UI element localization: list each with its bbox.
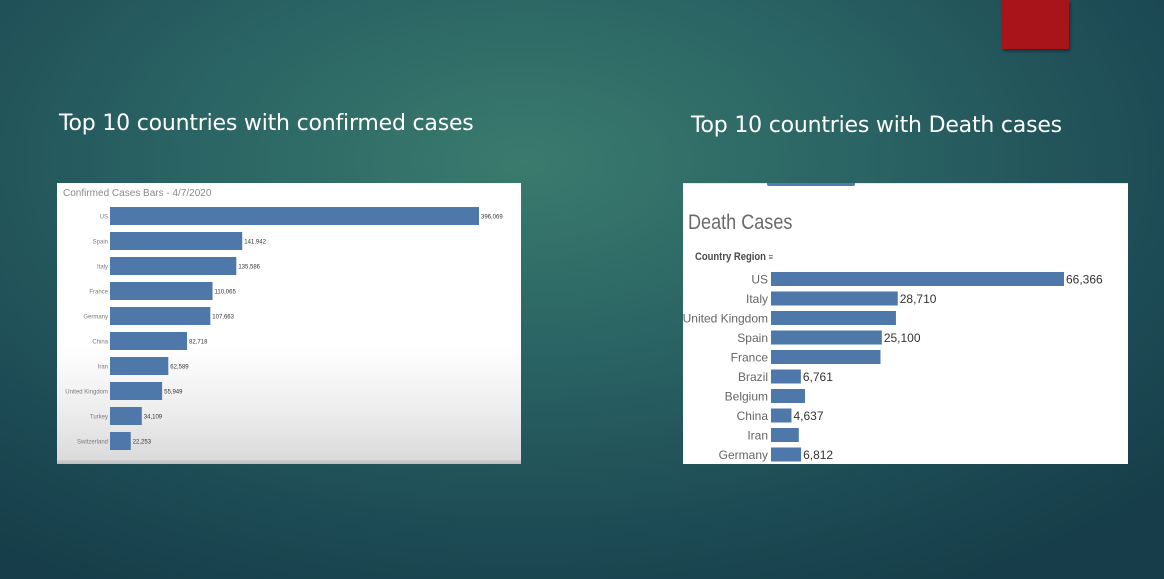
category-label-united-kingdom: United Kingdom	[65, 390, 108, 396]
value-label-iran: 62,589	[170, 365, 189, 371]
slide-accent-square	[1002, 0, 1069, 49]
value-label-switzerland: 22,253	[133, 440, 152, 446]
category-label-spain: Spain	[737, 331, 768, 345]
value-label-us: 66,366	[1066, 273, 1103, 287]
bar-switzerland	[110, 432, 131, 450]
value-label-turkey: 34,109	[144, 415, 163, 421]
category-label-china: China	[92, 340, 108, 346]
bar-spain	[110, 232, 243, 250]
bar-france	[110, 282, 213, 300]
value-label-us: 396,069	[481, 215, 503, 221]
value-label-italy: 135,586	[238, 265, 260, 271]
bar-us	[771, 272, 1064, 286]
bar-italy	[771, 291, 898, 306]
bar-brazil	[771, 369, 801, 384]
category-label-brazil: Brazil	[738, 370, 768, 384]
category-label-france: France	[731, 351, 769, 365]
death-panel-top-border	[683, 183, 1128, 184]
death-cases-bar-chart: US 66,366 Italy 28,710 United Kingdom Spain 25…	[683, 272, 1103, 462]
category-label-us: US	[751, 273, 768, 287]
category-label-united-kingdom: United Kingdom	[683, 312, 768, 326]
category-label-france: France	[89, 290, 108, 296]
value-label-spain: 25,100	[884, 331, 921, 345]
category-label-germany: Germany	[719, 448, 768, 462]
value-label-france: 110,065	[215, 290, 237, 296]
category-label-italy: Italy	[746, 292, 768, 306]
category-label-belgium: Belgium	[725, 390, 768, 404]
confirmed-panel-scrollbar	[57, 460, 521, 464]
value-label-italy: 28,710	[900, 292, 937, 306]
death-panel-tab-indicator	[767, 183, 855, 186]
bar-france	[771, 350, 881, 364]
heading-death-cases: Top 10 countries with Death cases	[691, 113, 1062, 138]
death-cases-chart-panel: Death Cases Country Region ≡ US 66,366 Ital…	[683, 183, 1128, 464]
country-region-header-label: Country Region	[695, 251, 766, 263]
value-label-china: 82,718	[189, 340, 208, 346]
filter-icon[interactable]: ≡	[768, 252, 774, 262]
bar-turkey	[110, 407, 142, 425]
heading-confirmed-cases: Top 10 countries with confirmed cases	[59, 111, 474, 136]
category-label-iran: Iran	[747, 429, 768, 443]
confirmed-cases-chart-panel: Confirmed Cases Bars - 4/7/2020 US 396,06…	[57, 183, 521, 464]
death-chart-title: Death Cases	[688, 211, 793, 234]
bar-spain	[771, 330, 882, 345]
category-label-switzerland: Switzerland	[77, 440, 108, 446]
bar-belgium	[771, 389, 805, 403]
value-label-germany: 6,812	[803, 448, 833, 462]
category-label-us: US	[100, 215, 108, 221]
bar-germany	[771, 447, 802, 462]
bar-italy	[110, 257, 237, 275]
bar-us	[110, 207, 479, 225]
value-label-brazil: 6,761	[803, 370, 833, 384]
confirmed-chart-title: Confirmed Cases Bars - 4/7/2020	[63, 188, 212, 199]
category-label-iran: Iran	[98, 365, 108, 371]
category-label-china: China	[737, 409, 769, 423]
bar-united-kingdom	[771, 311, 896, 325]
bar-china	[771, 408, 792, 423]
confirmed-cases-bar-chart: US 396,069 Spain 141,942 Italy 135,586 France 1…	[65, 207, 503, 450]
bar-united-kingdom	[110, 382, 163, 400]
category-label-turkey: Turkey	[90, 415, 108, 421]
value-label-germany: 107,663	[212, 315, 234, 321]
value-label-spain: 141,942	[244, 240, 266, 246]
bar-china	[110, 332, 188, 350]
country-region-header[interactable]: Country Region ≡	[695, 251, 773, 263]
bar-germany	[110, 307, 211, 325]
category-label-germany: Germany	[83, 315, 108, 321]
category-label-italy: Italy	[97, 265, 108, 271]
category-label-spain: Spain	[93, 240, 108, 246]
value-label-china: 4,637	[793, 409, 823, 423]
bar-iran	[771, 428, 799, 442]
value-label-united-kingdom: 55,949	[164, 390, 183, 396]
bar-iran	[110, 357, 169, 375]
